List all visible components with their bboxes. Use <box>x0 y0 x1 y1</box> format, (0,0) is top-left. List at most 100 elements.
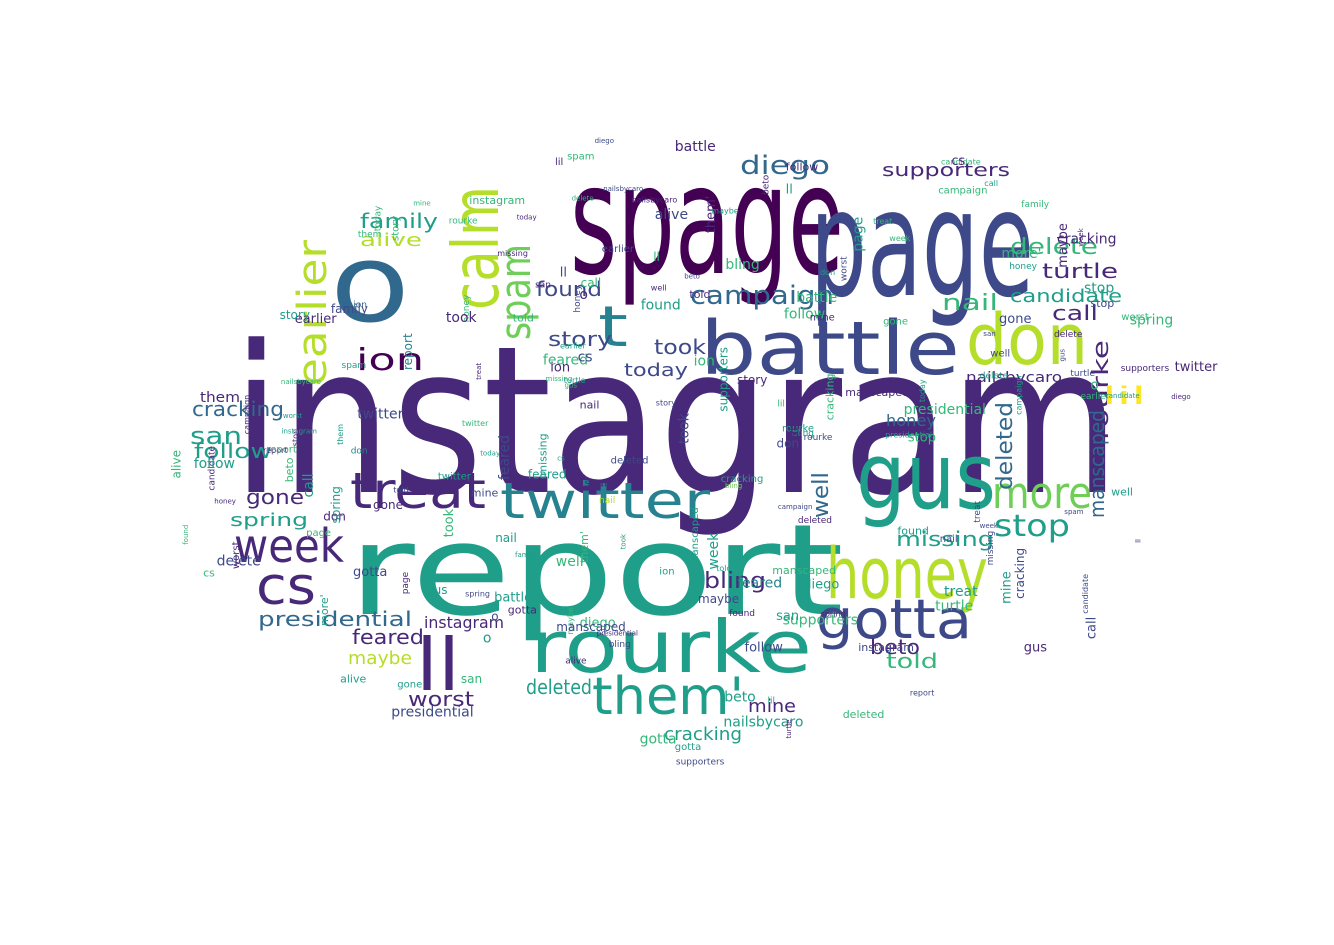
word-deleted: deleted <box>993 402 1018 490</box>
word-small: alive <box>655 207 688 223</box>
word-small: stop <box>1091 297 1115 310</box>
word-small: delete <box>980 372 1009 382</box>
word-small: ll <box>653 250 660 264</box>
word-twitter: twitter <box>500 472 711 530</box>
word-small: cs <box>951 154 965 169</box>
word-small: mine <box>471 487 499 500</box>
word-small: gone <box>397 680 422 691</box>
word-small: battle <box>675 139 716 155</box>
word-presidential: presidential <box>258 607 412 631</box>
word-story: story <box>548 327 612 351</box>
word-rourke-2: rourke <box>1089 340 1114 440</box>
word-small: presidential <box>391 704 473 720</box>
word-took: took <box>654 335 706 359</box>
word-small: missing <box>536 433 549 475</box>
word-supporters: supporters <box>882 160 1010 181</box>
word-rourke: rourke <box>530 605 812 689</box>
word-small: spring <box>821 609 846 618</box>
word-small: story <box>391 216 402 241</box>
word-small: spam <box>1064 508 1083 516</box>
word-bling: bling <box>704 569 766 594</box>
word-small: presidential <box>597 630 638 638</box>
word-small: diego <box>580 616 616 631</box>
word-small: family <box>331 302 368 316</box>
word-small: campaign <box>778 503 813 511</box>
word-small: took <box>677 412 693 444</box>
word-small: gus <box>426 583 447 597</box>
word-small: nail <box>580 399 600 412</box>
word-small: spring <box>329 486 343 523</box>
word-small: report <box>401 333 415 370</box>
word-battle: battle <box>700 306 960 392</box>
word-small: gotta <box>675 742 701 753</box>
word-small: cracking <box>1013 548 1027 599</box>
word-gus: gus <box>856 423 996 530</box>
word-candidate: candidate <box>1010 286 1122 307</box>
word-small: deleted <box>843 708 885 721</box>
word-small: them <box>358 230 382 240</box>
word-small: instagram <box>469 194 525 207</box>
word-small: ion <box>659 567 674 578</box>
word-small: supporters <box>1121 364 1170 374</box>
word-small: twitter <box>438 471 472 482</box>
word-small: call <box>301 473 317 497</box>
word-small: week <box>980 522 999 530</box>
word-small: treat <box>475 363 483 380</box>
word-small: gone <box>883 317 908 328</box>
word-small: follow <box>786 161 818 174</box>
word-small: spring <box>465 590 490 599</box>
word-small: week <box>706 532 722 570</box>
word-small: today <box>517 213 537 221</box>
word-small: rourke <box>782 424 814 435</box>
word-small: honey <box>1009 262 1037 272</box>
word-family: family <box>360 209 438 233</box>
word-small: gus <box>1024 640 1047 655</box>
word-small: story <box>737 373 767 387</box>
word-today: today <box>624 360 688 381</box>
word-small: found <box>182 525 190 545</box>
word-small: stop <box>908 431 936 446</box>
word-small: presidential <box>904 402 986 418</box>
word-small: mine <box>1000 571 1015 604</box>
word-small: beto <box>283 457 296 482</box>
word-small: beto <box>684 273 700 281</box>
word-small: alive <box>169 450 183 479</box>
word-small: found <box>897 525 929 538</box>
word-small: follow <box>784 307 825 323</box>
word-small: nailsbycaro <box>632 196 678 205</box>
word-nail: nail <box>942 291 998 316</box>
word-small: treat <box>944 584 978 600</box>
word-small: found <box>641 297 681 313</box>
word-them: them <box>200 390 240 406</box>
word-small: took <box>442 508 457 537</box>
word-small: gotta <box>640 731 677 747</box>
word-small: missing <box>546 375 573 383</box>
word-lil: lil <box>1102 382 1146 410</box>
word-gone: gone <box>246 485 304 509</box>
word-honey: honey <box>826 533 988 615</box>
word-small: campaign <box>938 186 987 197</box>
word-small: feared <box>737 575 782 591</box>
word-small: delete <box>572 195 594 203</box>
word-small: follow <box>745 641 784 656</box>
word-small: follow <box>194 456 235 472</box>
word-small: took <box>619 533 627 549</box>
word-small: san <box>461 672 482 686</box>
word-small: san <box>776 609 799 624</box>
word-small: well <box>1111 485 1133 498</box>
word-small: ion <box>550 361 570 376</box>
word-small: told <box>393 485 408 494</box>
word-small: gone <box>999 312 1031 327</box>
word-gotta: gotta <box>816 588 972 651</box>
word-cloud-major-words: instagram report spage page o gus battle… <box>190 132 1146 745</box>
word-small: delete <box>217 553 261 569</box>
word-small: told <box>689 288 710 301</box>
word-small: more' <box>318 594 331 626</box>
word-call: call <box>1052 301 1098 325</box>
word-small: san <box>535 281 551 291</box>
word-ion: ion <box>356 343 424 378</box>
word-small: today <box>918 379 927 402</box>
word-small: diego <box>1171 393 1190 401</box>
word-small: earlier <box>602 244 635 255</box>
word-small: report <box>263 446 287 455</box>
